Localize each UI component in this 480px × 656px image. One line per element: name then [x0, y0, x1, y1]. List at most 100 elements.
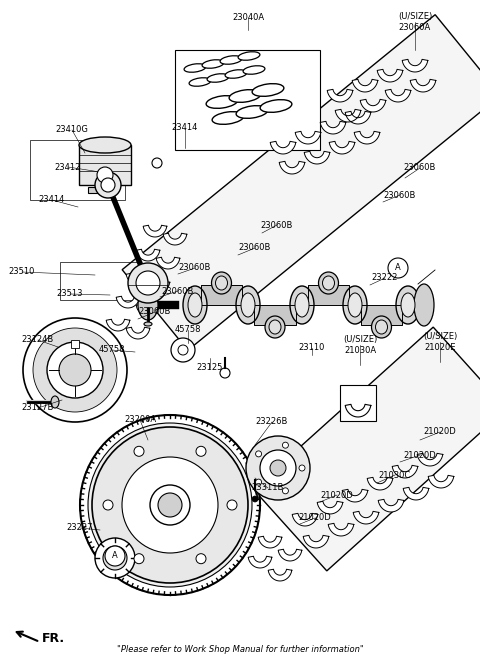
Polygon shape	[136, 304, 160, 316]
Circle shape	[158, 493, 182, 517]
Text: 23510: 23510	[9, 268, 35, 276]
Circle shape	[260, 450, 296, 486]
Text: 23412: 23412	[55, 163, 81, 171]
Text: (U/SIZE)
21030A: (U/SIZE) 21030A	[343, 335, 377, 355]
Text: 23227: 23227	[67, 523, 93, 533]
Circle shape	[178, 345, 188, 355]
Text: 23414: 23414	[39, 195, 65, 205]
Polygon shape	[327, 89, 353, 102]
Ellipse shape	[323, 276, 335, 290]
Ellipse shape	[265, 316, 285, 338]
Bar	[79, 145, 131, 185]
Ellipse shape	[396, 286, 420, 324]
Ellipse shape	[183, 286, 207, 324]
Polygon shape	[156, 257, 180, 269]
Circle shape	[134, 554, 144, 564]
Text: 21030C: 21030C	[379, 470, 411, 480]
Text: 23060B: 23060B	[139, 308, 171, 316]
Circle shape	[282, 488, 288, 494]
Circle shape	[103, 500, 113, 510]
Text: A: A	[395, 264, 401, 272]
Ellipse shape	[236, 286, 260, 324]
Ellipse shape	[144, 322, 152, 326]
Circle shape	[33, 328, 117, 412]
Polygon shape	[345, 112, 371, 124]
Ellipse shape	[206, 96, 238, 108]
Text: 23200A: 23200A	[124, 415, 156, 424]
Text: 23513: 23513	[57, 289, 83, 298]
Ellipse shape	[295, 293, 309, 317]
Ellipse shape	[79, 137, 131, 153]
Text: (U/SIZE)
21020E: (U/SIZE) 21020E	[423, 333, 457, 352]
Text: 23060B: 23060B	[404, 163, 436, 173]
Ellipse shape	[212, 272, 231, 294]
Polygon shape	[353, 511, 379, 524]
Text: 23060B: 23060B	[239, 243, 271, 253]
Text: 23110: 23110	[299, 344, 325, 352]
Circle shape	[252, 496, 258, 502]
Polygon shape	[126, 274, 150, 285]
Polygon shape	[146, 281, 170, 293]
Bar	[88, 187, 102, 193]
Ellipse shape	[372, 316, 392, 338]
Text: A: A	[112, 552, 118, 560]
Circle shape	[255, 479, 262, 485]
Polygon shape	[402, 59, 428, 72]
Polygon shape	[342, 489, 368, 502]
Circle shape	[128, 263, 168, 303]
Text: 23060B: 23060B	[179, 264, 211, 272]
Circle shape	[122, 457, 218, 553]
Text: 23410G: 23410G	[56, 125, 88, 134]
Text: 21020D: 21020D	[321, 491, 353, 499]
Text: 45758: 45758	[99, 346, 125, 354]
Polygon shape	[254, 305, 296, 325]
Circle shape	[59, 354, 91, 386]
Text: 23124B: 23124B	[22, 335, 54, 344]
Ellipse shape	[225, 70, 247, 78]
Circle shape	[92, 427, 248, 583]
Polygon shape	[268, 569, 292, 581]
Circle shape	[299, 465, 305, 471]
Polygon shape	[304, 152, 330, 164]
Polygon shape	[392, 465, 418, 478]
Ellipse shape	[414, 284, 434, 326]
Circle shape	[134, 446, 144, 457]
Circle shape	[136, 271, 160, 295]
Polygon shape	[163, 234, 187, 245]
Ellipse shape	[290, 286, 314, 324]
Polygon shape	[143, 225, 167, 237]
Polygon shape	[354, 131, 380, 144]
Polygon shape	[410, 79, 436, 92]
Ellipse shape	[252, 84, 284, 96]
Text: 21020D: 21020D	[299, 514, 331, 522]
Circle shape	[95, 172, 121, 198]
Circle shape	[105, 546, 125, 566]
Text: 45758: 45758	[175, 325, 201, 335]
Polygon shape	[417, 453, 443, 466]
Text: 23414: 23414	[172, 123, 198, 133]
Circle shape	[255, 451, 262, 457]
Polygon shape	[361, 305, 402, 325]
Text: 23060B: 23060B	[162, 287, 194, 295]
Text: 21020D: 21020D	[404, 451, 436, 459]
Bar	[175, 50, 320, 150]
Ellipse shape	[269, 320, 281, 334]
Polygon shape	[378, 499, 404, 512]
Text: FR.: FR.	[42, 632, 65, 644]
Bar	[71, 340, 79, 348]
Bar	[340, 385, 376, 421]
Ellipse shape	[216, 276, 228, 290]
Circle shape	[109, 552, 121, 564]
Polygon shape	[377, 70, 403, 82]
Text: 23040A: 23040A	[232, 14, 264, 22]
Circle shape	[171, 338, 195, 362]
Circle shape	[47, 342, 103, 398]
Circle shape	[95, 538, 135, 578]
Ellipse shape	[188, 293, 202, 317]
Text: (U/SIZE)
23060A: (U/SIZE) 23060A	[398, 12, 432, 31]
Bar	[30, 140, 125, 200]
Polygon shape	[106, 319, 130, 331]
Circle shape	[88, 423, 252, 587]
Ellipse shape	[348, 293, 362, 317]
Polygon shape	[270, 141, 296, 154]
